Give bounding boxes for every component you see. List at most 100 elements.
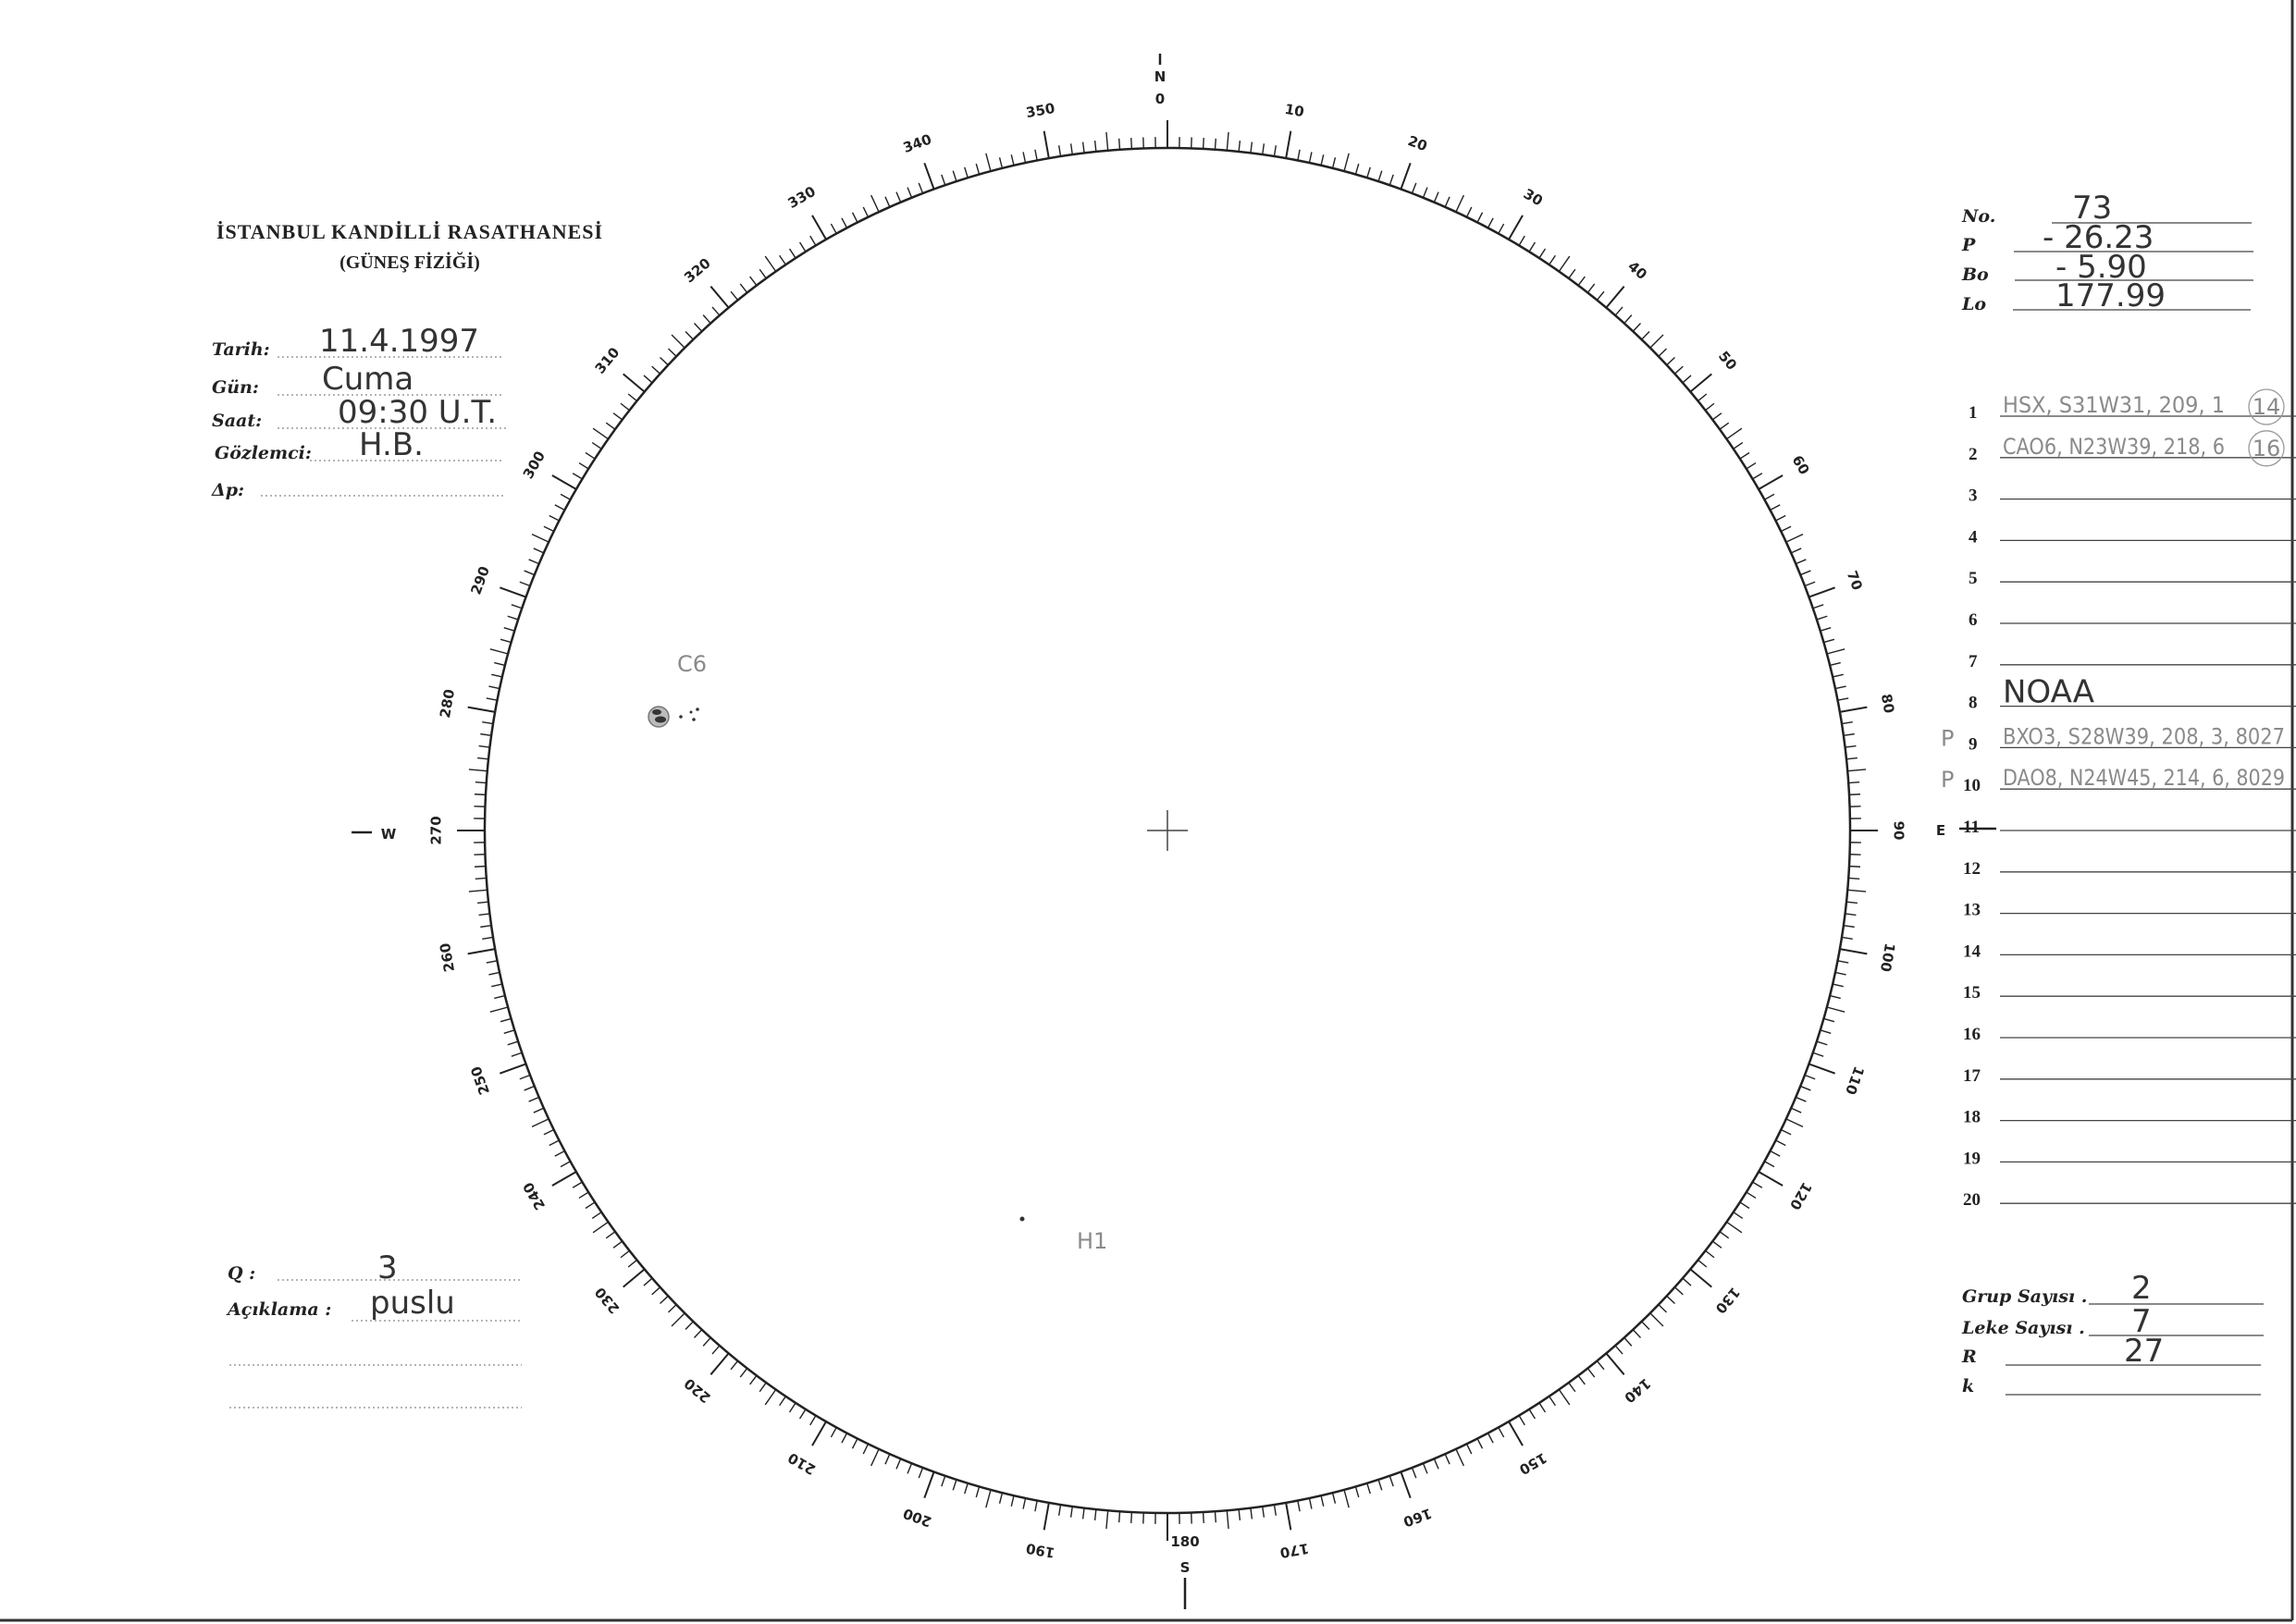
center-crosshair-icon: [1147, 810, 1188, 851]
degree-tick: [1069, 143, 1073, 155]
degree-tick: [798, 241, 807, 252]
degree-tick: [1770, 1150, 1781, 1157]
degree-tick: [1093, 1508, 1097, 1520]
degree-tick: [1528, 241, 1537, 252]
group-row-number: 13: [1963, 901, 1981, 920]
degree-tick: [1845, 744, 1857, 748]
degree-tick: [1487, 1433, 1494, 1444]
degree-tick: [1823, 638, 1835, 644]
degree-tick: [730, 290, 739, 301]
degree-tick: [1848, 794, 1861, 796]
group-row: 2 CAO6, N23W39, 218, 6 16: [1969, 430, 2296, 467]
degree-label: 180: [1170, 1533, 1199, 1550]
degree-tick: [1796, 559, 1807, 565]
dp-label: Δp:: [211, 480, 244, 500]
grup-sayisi-value: 2: [2131, 1270, 2152, 1307]
group-row: 10 DAO8, N24W45, 214, 6, 8029 P: [1941, 765, 2296, 795]
degree-tick: [1422, 187, 1428, 199]
degree-tick: [528, 1096, 539, 1102]
degree-tick: [1666, 356, 1675, 366]
degree-tick: [1377, 170, 1383, 182]
degree-tick: [1812, 604, 1824, 609]
degree-tick: [1022, 152, 1027, 164]
p-label: P: [1961, 235, 1976, 255]
degree-tick: [643, 375, 653, 384]
degree-tick: [591, 442, 602, 449]
degree-tick: [830, 1427, 837, 1438]
degree-label: 250: [467, 1064, 493, 1098]
group-row: 18: [1963, 1108, 2296, 1127]
degree-tick: [467, 706, 496, 713]
degree-tick: [1666, 1295, 1675, 1305]
group-row: 7: [1969, 652, 2296, 671]
degree-tick: [572, 473, 583, 480]
degree-tick: [643, 1277, 653, 1286]
degree-tick: [1790, 1107, 1802, 1113]
degree-tick: [811, 215, 827, 240]
degree-tick: [494, 994, 506, 1000]
degree-label: 130: [1712, 1284, 1744, 1317]
degree-tick: [1808, 1063, 1836, 1075]
degree-tick: [1632, 1329, 1642, 1338]
degree-tick: [702, 314, 711, 325]
leke-sayisi-value: 7: [2131, 1303, 2152, 1340]
degree-tick: [560, 493, 571, 500]
degree-label: 30: [1521, 185, 1546, 209]
circle-mark: [2248, 388, 2285, 425]
group-row-number: 20: [1963, 1190, 1981, 1210]
group-row: 5: [1969, 569, 2296, 588]
group-row-number: 4: [1969, 527, 1978, 547]
degree-tick: [467, 948, 496, 955]
group-row-count: 14: [2253, 394, 2281, 420]
degree-tick: [660, 356, 669, 366]
degree-tick: [1841, 720, 1853, 725]
degree-tick: [1775, 514, 1786, 522]
degree-tick: [491, 983, 503, 988]
degree-tick: [1214, 138, 1217, 150]
degree-tick: [1641, 331, 1650, 340]
degree-tick: [1354, 163, 1360, 175]
degree-tick: [1705, 402, 1715, 412]
degree-tick: [1130, 1511, 1133, 1524]
group-row-number: 2: [1969, 445, 1978, 464]
degree-tick: [531, 534, 549, 543]
degree-tick: [1558, 255, 1571, 272]
degree-label: 140: [1621, 1375, 1654, 1407]
group-row-number: 18: [1963, 1108, 1981, 1127]
degree-label: 240: [520, 1179, 549, 1212]
degree-tick: [1843, 925, 1855, 929]
degree-label: 100: [1877, 941, 1898, 973]
degree-tick: [1308, 1497, 1313, 1509]
degree-tick: [1377, 1479, 1383, 1491]
degree-tick: [477, 901, 489, 904]
degree-tick: [486, 697, 498, 701]
degree-tick: [1845, 901, 1858, 904]
degree-tick: [1605, 286, 1625, 309]
degree-label: 60: [1789, 452, 1813, 477]
degree-tick: [1848, 877, 1860, 880]
degree-tick: [488, 685, 500, 690]
sunspot-pore: [679, 715, 683, 719]
group-row-entry: DAO8, N24W45, 214, 6, 8029: [2003, 765, 2285, 791]
degree-tick: [1297, 149, 1301, 161]
degree-tick: [1577, 1374, 1586, 1385]
degree-tick: [519, 1074, 531, 1080]
degree-tick: [1538, 248, 1547, 259]
degree-tick: [1841, 936, 1853, 941]
degree-tick: [1816, 1040, 1828, 1046]
group-row: 20: [1963, 1190, 2296, 1210]
degree-tick: [1285, 1502, 1292, 1531]
degree-tick: [1389, 174, 1394, 186]
degree-tick: [1726, 1221, 1743, 1234]
degree-tick: [1820, 1029, 1832, 1034]
degree-tick: [480, 925, 492, 929]
degree-tick: [507, 1040, 519, 1046]
degree-tick: [685, 331, 694, 340]
degree-tick: [1614, 1345, 1623, 1355]
degree-tick: [671, 334, 685, 349]
q-label: Q :: [228, 1263, 255, 1284]
group-row-number: 14: [1963, 941, 1981, 961]
degree-tick: [1770, 504, 1781, 511]
degree-tick: [1422, 1462, 1428, 1474]
sunspot-group-h1: H1: [1019, 1216, 1107, 1254]
